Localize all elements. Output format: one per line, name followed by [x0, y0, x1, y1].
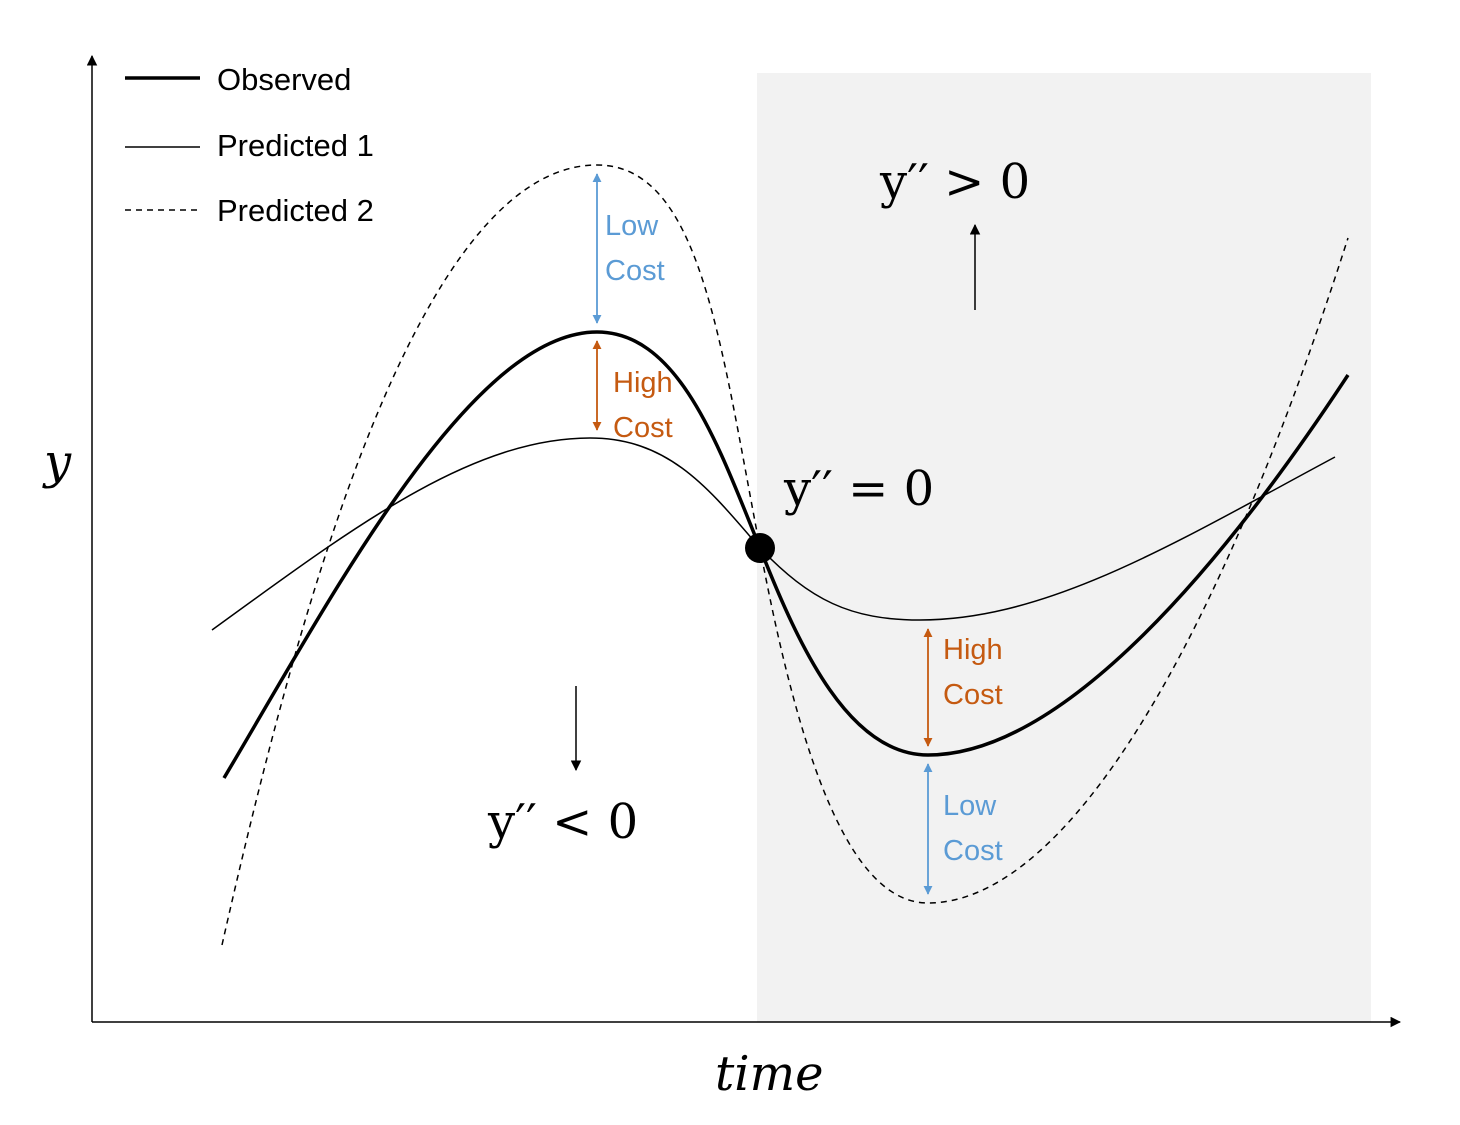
trough-high-cost-label-line2: Cost: [943, 679, 1003, 711]
peak-high-cost-label-line1: High: [613, 367, 673, 399]
legend: Observed Predicted 1 Predicted 2: [125, 62, 374, 228]
legend-observed-label: Observed: [217, 62, 351, 97]
peak-high-cost-label-line2: Cost: [613, 412, 673, 444]
x-axis-label: time: [715, 1046, 824, 1102]
inflection-point: [745, 533, 775, 563]
trough-low-cost-label-line2: Cost: [943, 835, 1003, 867]
y-axis-label: y: [42, 434, 72, 490]
peak-low-cost-label-line1: Low: [605, 210, 659, 242]
predicted-2-curve: [221, 164, 1349, 946]
legend-predicted-2-label: Predicted 2: [217, 193, 374, 228]
trough-low-cost-label-line1: Low: [943, 790, 997, 822]
trough-high-cost-label-line1: High: [943, 634, 1003, 666]
convex-region-shade: [757, 73, 1371, 1022]
concave-condition-label: y′′ < 0: [487, 794, 638, 850]
inflection-condition-label: y′′ = 0: [783, 461, 934, 517]
convex-condition-label: y′′ > 0: [879, 154, 1030, 210]
peak-low-cost-label-line2: Cost: [605, 255, 665, 287]
legend-predicted-1-label: Predicted 1: [217, 128, 374, 163]
